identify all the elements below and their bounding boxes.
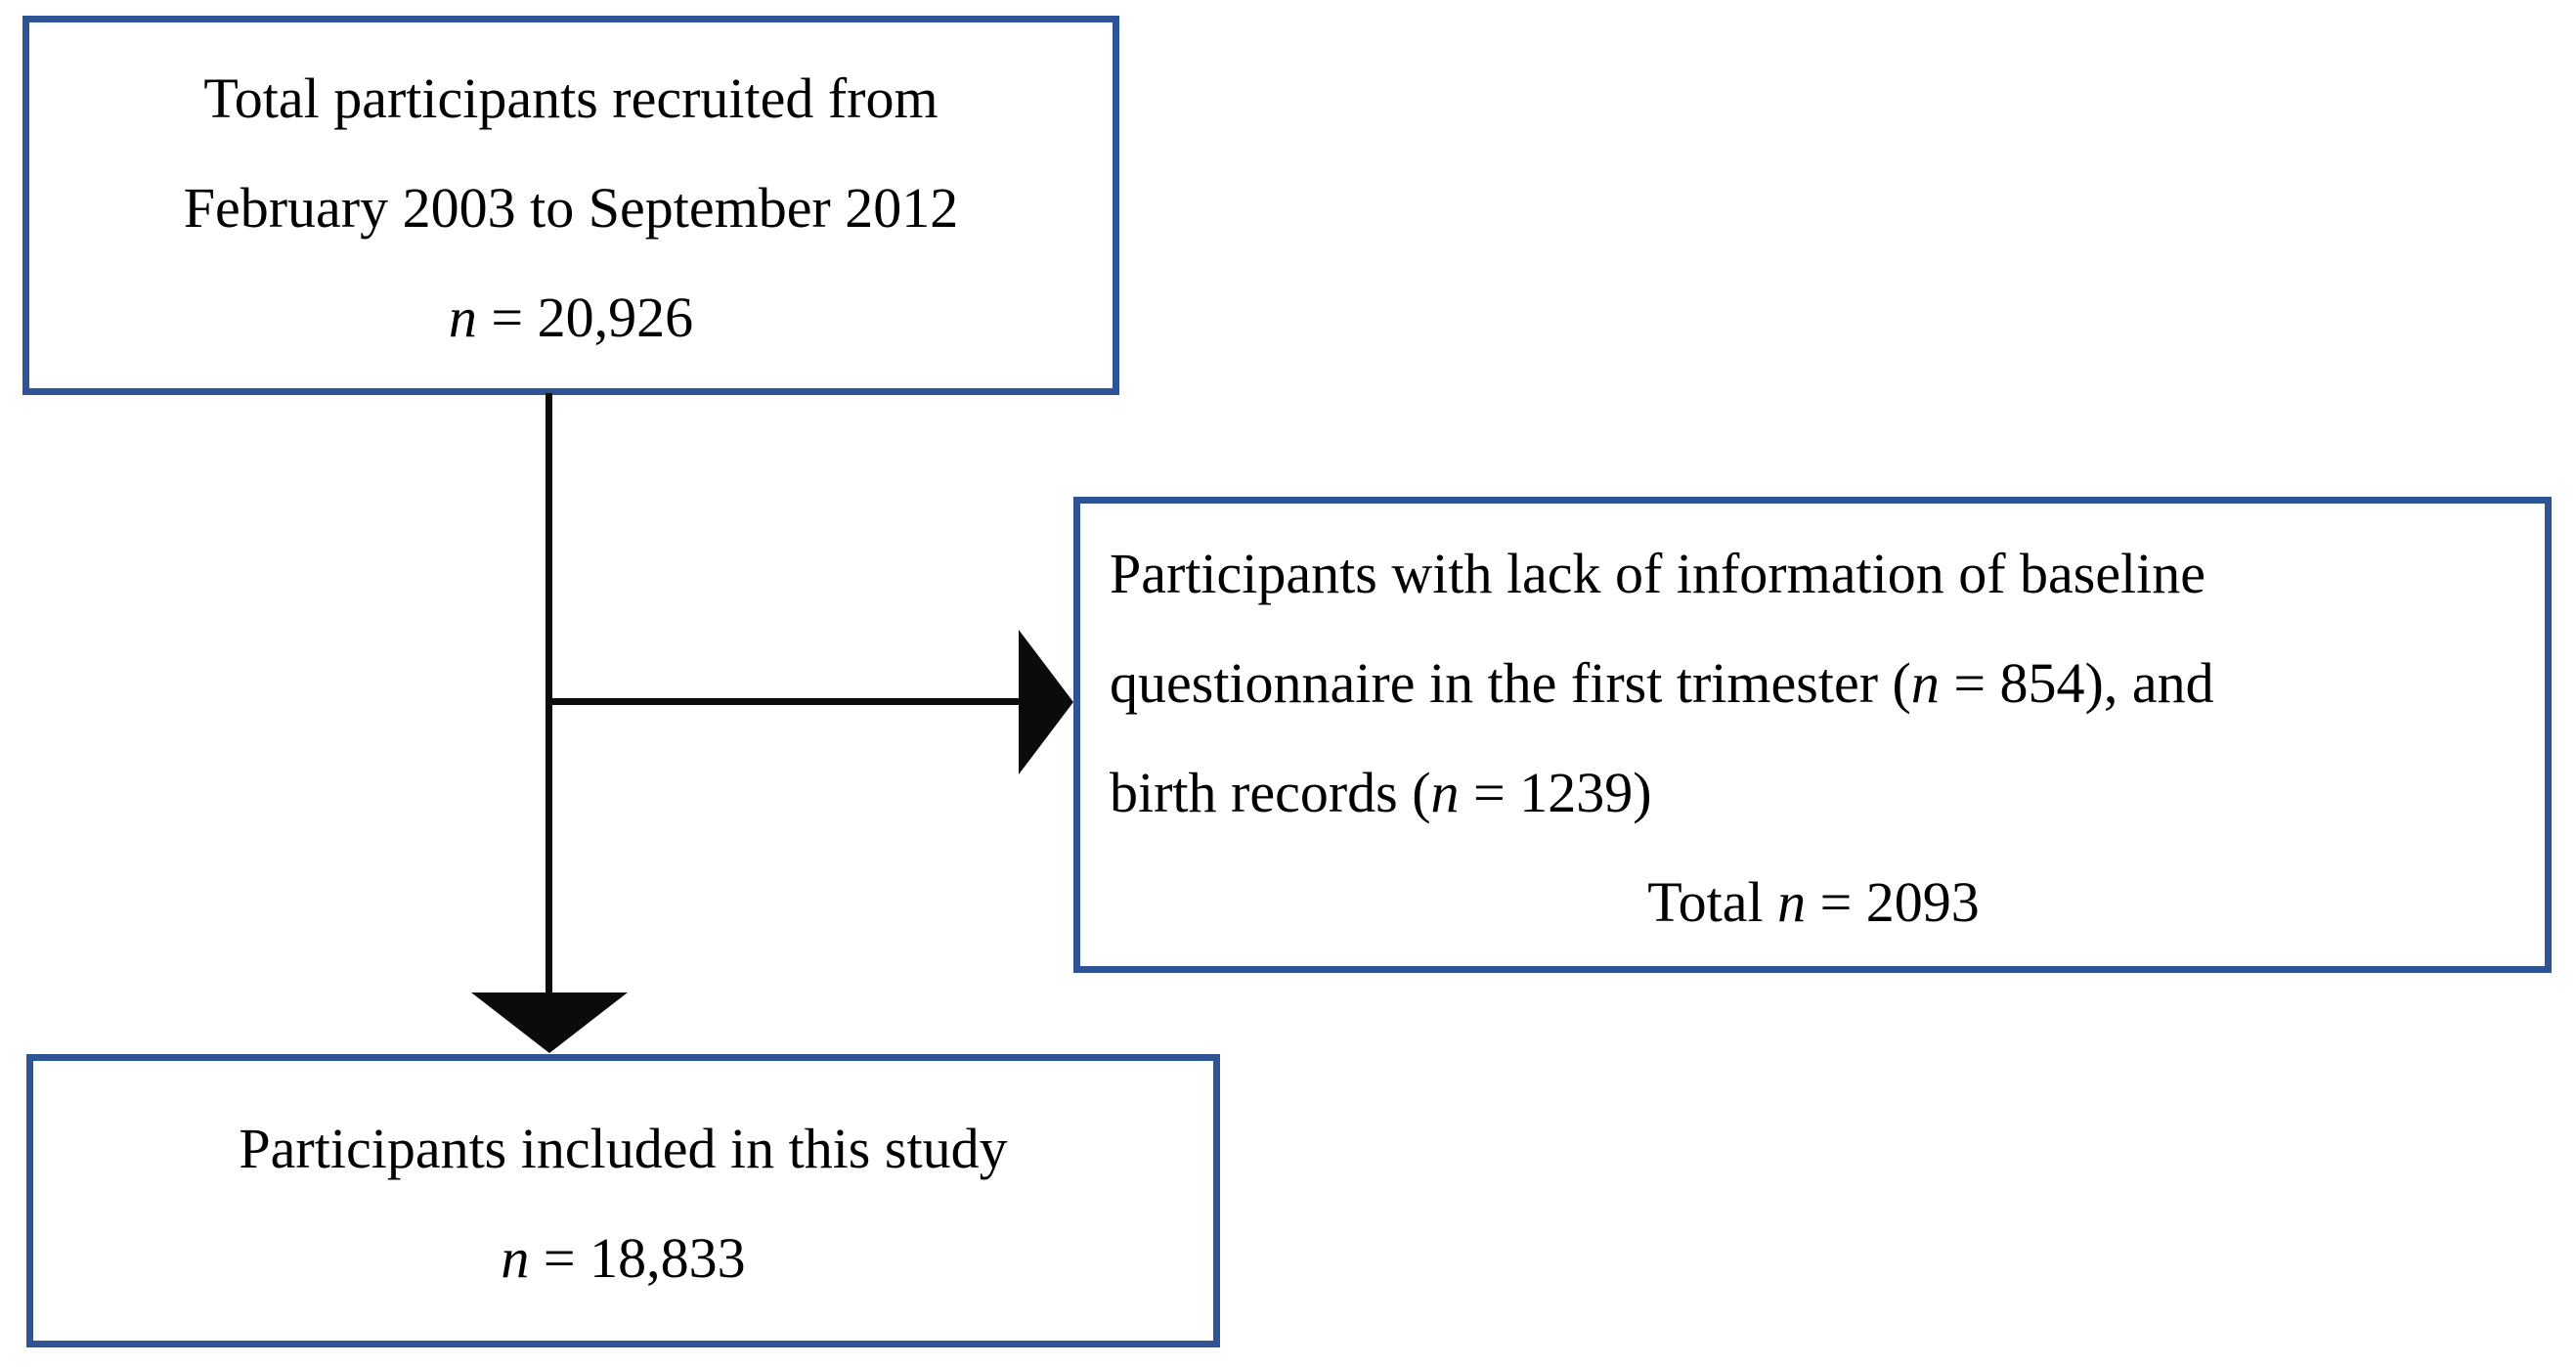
recruited-count: n = 20,926: [448, 286, 694, 349]
arrowhead-right-icon: [1019, 630, 1073, 774]
excluded-line-1: Participants with lack of information of…: [1110, 542, 2206, 605]
recruited-line-1: Total participants recruited from: [203, 66, 939, 130]
included-box: Participants included in this study n = …: [26, 1054, 1220, 1347]
connector-horizontal-line: [547, 698, 1021, 705]
excluded-line-2: questionnaire in the first trimester (n …: [1110, 651, 2214, 715]
excluded-line-3: birth records (n = 1239): [1110, 761, 1652, 824]
included-count: n = 18,833: [501, 1226, 746, 1290]
excluded-box: Participants with lack of information of…: [1073, 497, 2552, 973]
recruited-line-2: February 2003 to September 2012: [183, 176, 959, 240]
excluded-total-count: Total n = 2093: [1647, 870, 1980, 934]
recruited-box: Total participants recruited from Februa…: [22, 16, 1119, 395]
arrowhead-down-icon: [471, 992, 628, 1053]
connector-vertical-line: [546, 393, 552, 995]
included-line-1: Participants included in this study: [239, 1117, 1008, 1180]
